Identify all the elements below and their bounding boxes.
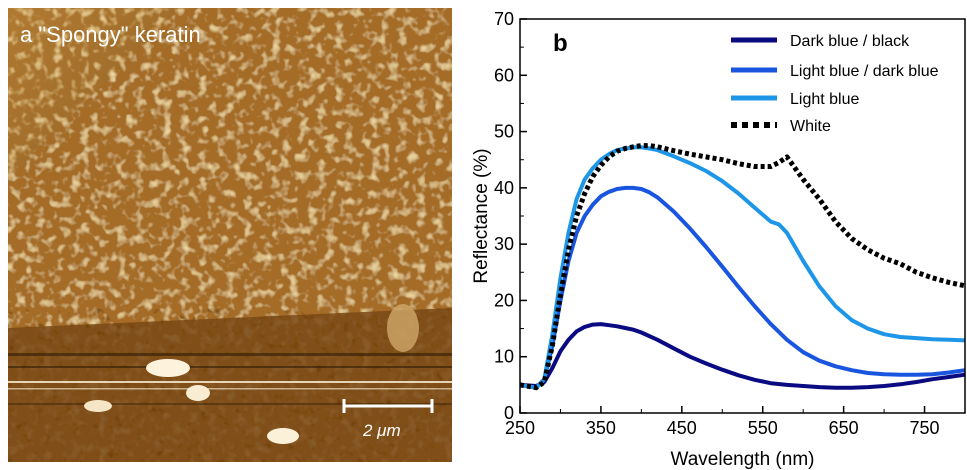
x-tick-label-5: 750 xyxy=(910,418,940,438)
series-line-2 xyxy=(519,145,966,390)
x-tick-label-0: 250 xyxy=(505,418,535,438)
scale-bar xyxy=(342,399,434,413)
legend-label-0: Dark blue / black xyxy=(790,33,910,50)
legend-label-1: Light blue / dark blue xyxy=(790,63,939,80)
y-tick-label-5: 50 xyxy=(494,122,514,142)
panel-b-label: b xyxy=(553,30,568,57)
y-tick-label-4: 40 xyxy=(494,178,514,198)
y-tick-label-7: 70 xyxy=(494,9,514,29)
legend-label-3: White xyxy=(790,118,831,135)
y-tick-label-2: 20 xyxy=(494,290,514,310)
scale-bar-label: 2 μm xyxy=(363,421,401,440)
afm-image-panel: a "Spongy" keratin 2 μm xyxy=(8,8,452,462)
y-tick-label-0: 0 xyxy=(504,403,514,423)
y-tick-label-6: 60 xyxy=(494,65,514,85)
x-tick-label-2: 450 xyxy=(667,418,697,438)
series-line-0 xyxy=(519,322,966,390)
reflectance-chart: 250 350 450 550 650 750 0 10 20 30 40 50 60 70 Wavelen… xyxy=(465,0,967,470)
x-tick-label-4: 650 xyxy=(829,418,859,438)
afm-texture-image xyxy=(8,8,452,462)
y-tick-label-3: 30 xyxy=(494,234,514,254)
legend-label-2: Light blue xyxy=(790,91,859,108)
series-line-3 xyxy=(519,143,966,391)
x-axis-label: Wavelength (nm) xyxy=(671,449,815,470)
panel-a-label: a "Spongy" keratin xyxy=(20,22,201,47)
series-line-1 xyxy=(519,185,966,390)
x-tick-label-1: 350 xyxy=(586,418,616,438)
y-tick-label-1: 10 xyxy=(494,347,514,367)
x-tick-label-3: 550 xyxy=(748,418,778,438)
chart-svg: 250 350 450 550 650 750 0 10 20 30 40 50 60 70 Wavelen… xyxy=(471,9,966,470)
y-axis-label: Reflectance (%) xyxy=(471,148,492,283)
